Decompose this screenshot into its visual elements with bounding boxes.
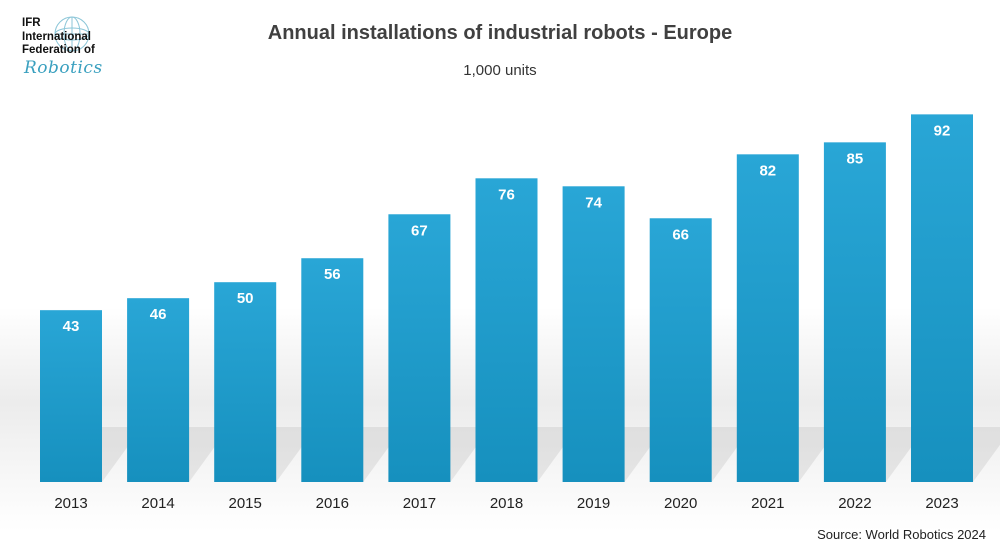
- bar-2023: [911, 114, 973, 483]
- x-tick-label-2023: 2023: [925, 495, 958, 512]
- x-tick-label-2019: 2019: [577, 495, 610, 512]
- bar-2014: [127, 298, 190, 482]
- bar-2021: [736, 154, 799, 482]
- source-note: Source: World Robotics 2024: [817, 527, 986, 542]
- data-label-2017: 67: [411, 222, 428, 239]
- logo-ifr-text: IFR: [22, 17, 41, 29]
- x-tick-label-2016: 2016: [316, 495, 349, 512]
- data-label-2019: 74: [585, 194, 602, 211]
- data-label-2020: 66: [672, 226, 689, 243]
- data-label-2021: 82: [759, 162, 776, 179]
- bar-2020: [649, 218, 712, 482]
- x-tick-label-2013: 2013: [54, 495, 87, 512]
- x-tick-label-2014: 2014: [141, 495, 174, 512]
- data-label-2013: 43: [63, 318, 80, 335]
- x-tick-label-2021: 2021: [751, 495, 784, 512]
- chart-subtitle: 1,000 units: [463, 62, 537, 79]
- x-tick-label-2018: 2018: [490, 495, 523, 512]
- bar-2018: [475, 178, 538, 482]
- bar-2017: [388, 214, 451, 482]
- x-tick-label-2020: 2020: [664, 495, 697, 512]
- bar-2016: [301, 258, 364, 482]
- logo-international-text: International: [22, 31, 92, 43]
- logo-federation-text: Federation of: [22, 44, 95, 56]
- bar-2022: [823, 142, 886, 482]
- globe-icon: [54, 16, 90, 52]
- bar-2013: [40, 310, 102, 482]
- bar-2019: [562, 186, 625, 482]
- ifr-logo: IFR International Federation of Robotics: [22, 14, 122, 84]
- data-label-2015: 50: [237, 290, 254, 307]
- data-label-2023: 92: [934, 122, 951, 139]
- data-label-2022: 85: [847, 150, 864, 167]
- data-label-2014: 46: [150, 306, 167, 323]
- chart-title: Annual installations of industrial robot…: [267, 22, 733, 44]
- data-label-2018: 76: [498, 186, 515, 203]
- x-tick-label-2017: 2017: [403, 495, 436, 512]
- data-label-2016: 56: [324, 266, 341, 283]
- x-tick-label-2015: 2015: [229, 495, 262, 512]
- x-tick-label-2022: 2022: [838, 495, 871, 512]
- bar-2015: [214, 282, 277, 482]
- logo-robotics-text: Robotics: [24, 58, 103, 78]
